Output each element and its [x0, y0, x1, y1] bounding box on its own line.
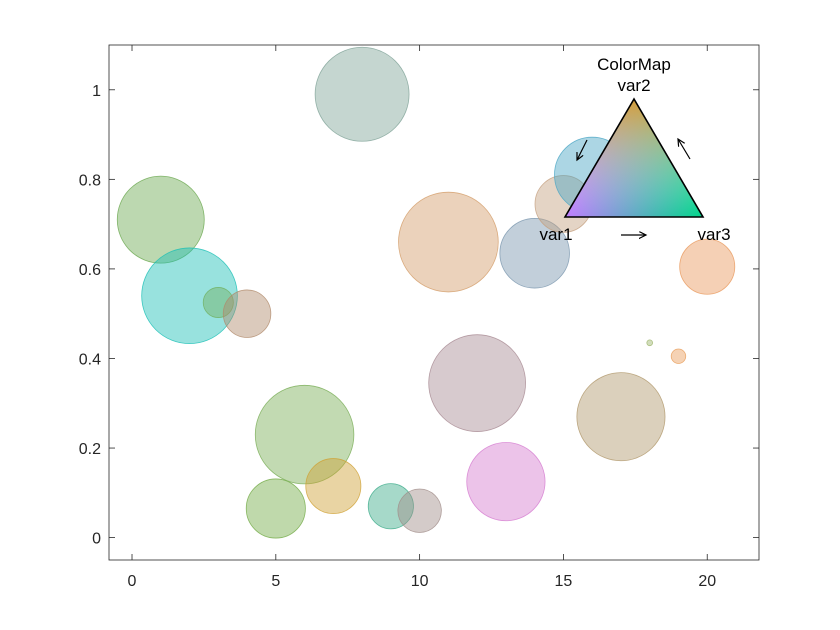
- y-tick-label: 0.2: [79, 441, 101, 458]
- y-tick-label: 1: [92, 83, 101, 100]
- x-tick-label: 5: [271, 573, 280, 590]
- x-tick-label: 20: [698, 573, 716, 590]
- bubble-point-14: [499, 218, 570, 289]
- bubble-point-11: [398, 191, 499, 293]
- bubble-series: [116, 46, 736, 539]
- bubble-point-19: [670, 348, 687, 364]
- y-tick-label: 0: [92, 531, 101, 548]
- y-tick-label: 0.4: [79, 351, 101, 368]
- colormap-legend: ColorMap var2 var1 var3: [539, 55, 730, 244]
- y-axis: 0 0.2 0.4 0.6 0.8 1: [79, 83, 759, 548]
- bubble-point-10: [397, 488, 442, 533]
- colormap-label-right: var3: [697, 225, 730, 244]
- bubble-point-12: [428, 334, 526, 432]
- arrow-right-edge: [678, 139, 691, 160]
- y-tick-label: 0.6: [79, 262, 101, 279]
- colormap-triangle-outline: [563, 97, 705, 218]
- x-tick-label: 15: [555, 573, 573, 590]
- y-tick-label: 0.8: [79, 172, 101, 189]
- bubble-point-1: [116, 175, 205, 264]
- bubble-point-18: [646, 339, 654, 347]
- bubble-point-9: [367, 483, 414, 530]
- colormap-label-left: var1: [539, 225, 572, 244]
- colormap-label-top: var2: [617, 76, 650, 95]
- x-tick-label: 0: [128, 573, 137, 590]
- bubble-point-7: [305, 458, 362, 515]
- x-tick-label: 10: [411, 573, 429, 590]
- bubble-point-6: [254, 384, 355, 485]
- bubble-point-4: [222, 289, 272, 338]
- bubble-point-20: [679, 238, 736, 295]
- bubble-point-2: [141, 247, 238, 345]
- bubble-point-3: [202, 287, 234, 318]
- colormap-triangle-overlay: [565, 99, 703, 217]
- bubble-point-5: [245, 478, 306, 539]
- bubble-point-17: [576, 372, 666, 462]
- colormap-title: ColorMap: [597, 55, 671, 74]
- bubble-point-13: [466, 442, 546, 522]
- x-axis: 0 5 10 15 20: [128, 45, 716, 590]
- arrow-left-edge: [577, 139, 588, 160]
- bubble-point-8: [314, 46, 410, 142]
